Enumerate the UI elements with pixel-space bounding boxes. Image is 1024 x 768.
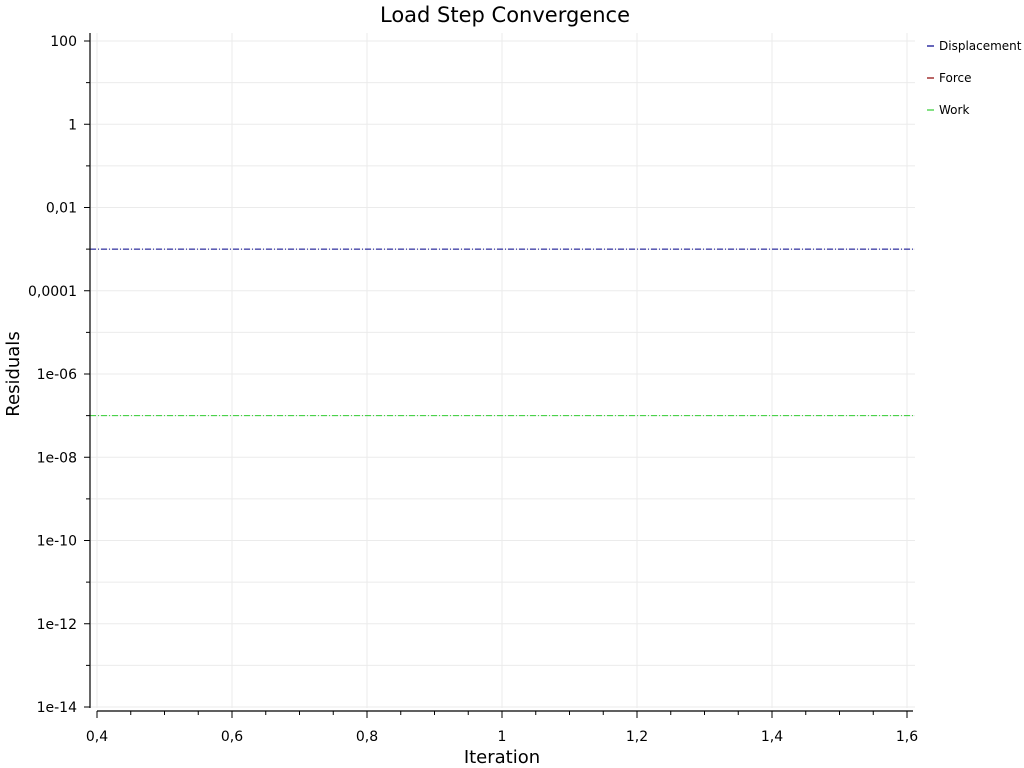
y-tick-label: 0,01 (46, 201, 77, 217)
y-tick-label: 1e-06 (37, 367, 77, 383)
y-tick-label: 1 (68, 117, 77, 133)
x-axis-title: Iteration (464, 747, 540, 768)
x-tick-label: 1 (498, 729, 507, 745)
x-tick-label: 0,8 (356, 729, 378, 745)
y-axis-ticks: 100 1 0,01 0,0001 1e-06 1e-08 1e-10 1e-12 1e-14 (28, 34, 90, 716)
series-lines (90, 248, 915, 417)
axes (89, 33, 913, 712)
legend-label-displacement: Displacement (939, 39, 1022, 53)
legend-label-work: Work (939, 103, 969, 117)
y-tick-label: 1e-14 (37, 700, 77, 716)
x-tick-label: 0,6 (221, 729, 243, 745)
legend: Displacement Force Work (927, 39, 1022, 117)
chart-title: Load Step Convergence (380, 3, 630, 27)
y-tick-label: 1e-12 (37, 617, 77, 633)
y-tick-label: 100 (50, 34, 77, 50)
grid (91, 33, 915, 708)
y-tick-label: 0,0001 (28, 284, 77, 300)
x-tick-label: 1,6 (896, 729, 918, 745)
x-tick-label: 1,4 (761, 729, 783, 745)
x-tick-label: 0,4 (86, 729, 108, 745)
y-tick-label: 1e-08 (37, 450, 77, 466)
y-axis-title: Residuals (3, 331, 24, 416)
x-axis-ticks: 0,4 0,6 0,8 1 1,2 1,4 1,6 (86, 711, 918, 745)
y-tick-label: 1e-10 (37, 534, 77, 550)
legend-label-force: Force (939, 71, 971, 85)
x-tick-label: 1,2 (626, 729, 648, 745)
